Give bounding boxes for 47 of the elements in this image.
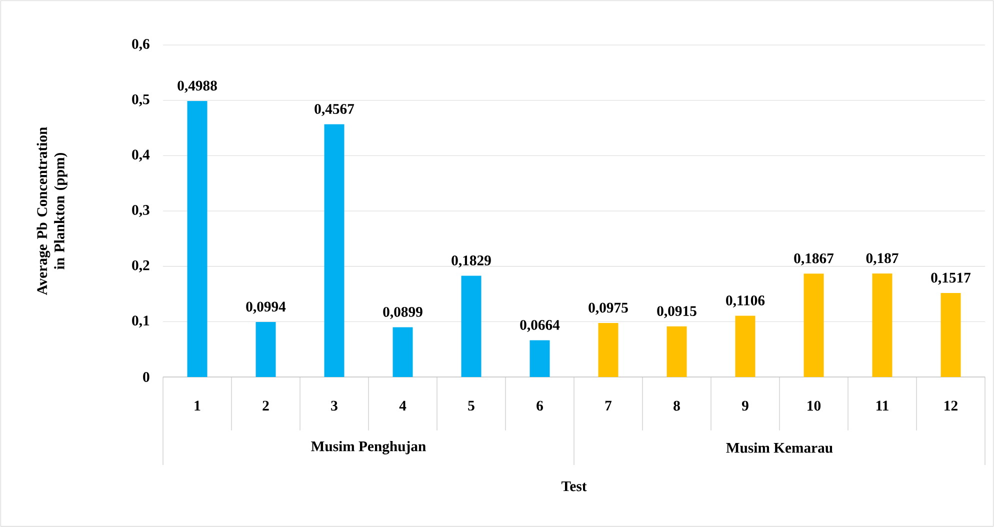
data-label: 0,0915 <box>657 306 696 318</box>
x-tick-label: 6 <box>536 400 543 411</box>
bar <box>940 293 961 377</box>
data-label: 0,4567 <box>314 104 354 116</box>
x-tick-label: 10 <box>808 400 821 411</box>
bar <box>256 322 276 377</box>
data-label: 0,1517 <box>931 272 971 285</box>
data-label: 0,0899 <box>383 306 422 319</box>
x-tick-label: 7 <box>605 400 612 410</box>
data-label: 0,4988 <box>178 80 217 93</box>
bar <box>530 340 550 377</box>
y-tick-label: 0,6 <box>132 38 150 52</box>
x-axis-title: Test <box>561 481 587 492</box>
bar <box>804 274 824 377</box>
bar <box>187 100 208 377</box>
data-label: 0,0975 <box>588 302 628 315</box>
y-axis-title: Average Pb Concentration in Plankton (ppm) <box>36 127 68 296</box>
x-tick-label: 2 <box>262 400 269 411</box>
x-tick-label: 9 <box>742 400 748 411</box>
data-label: 0,187 <box>866 253 898 266</box>
x-tick-label: 11 <box>876 400 888 410</box>
text: Musim Penghujan <box>311 440 426 454</box>
y-tick-label: 0,5 <box>132 94 150 106</box>
bar <box>735 316 756 377</box>
y-tick-label: 0,3 <box>132 204 150 218</box>
x-tick-label: 4 <box>399 400 406 410</box>
x-tick-label: 5 <box>468 400 474 411</box>
y-tick-label: 0,1 <box>132 316 150 328</box>
x-tick-label: 12 <box>944 400 958 411</box>
data-label: 0,1106 <box>726 296 765 308</box>
bar <box>598 323 618 377</box>
bar <box>324 124 344 377</box>
bar <box>392 327 413 377</box>
x-tick-label: 8 <box>674 400 680 411</box>
text: Musim Kemarau <box>726 442 833 453</box>
bar <box>461 276 482 377</box>
x-tick-label: 1 <box>194 400 200 410</box>
y-tick-label: 0,4 <box>132 150 150 162</box>
bar <box>666 326 687 377</box>
y-tick-label: 0,2 <box>132 260 150 272</box>
data-label: 0,0664 <box>520 320 560 332</box>
bar <box>872 274 892 377</box>
data-label: 0,1829 <box>452 256 491 268</box>
data-label: 0,1867 <box>794 253 834 266</box>
data-label: 0,0994 <box>246 302 286 314</box>
y-tick-label: 0 <box>143 372 150 382</box>
x-tick-label: 3 <box>331 400 338 411</box>
